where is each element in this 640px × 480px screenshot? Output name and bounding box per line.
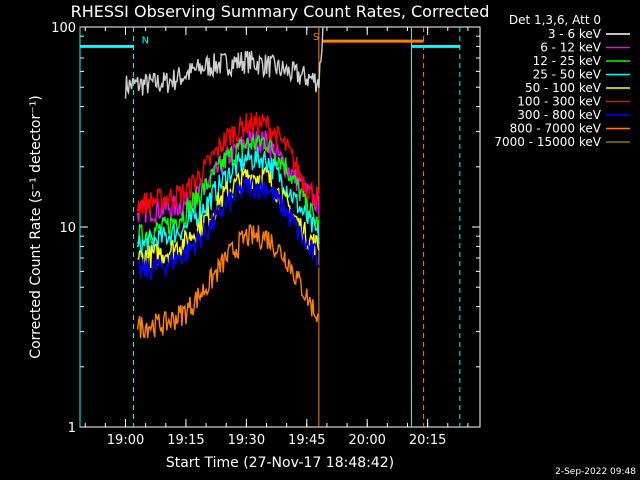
series-line — [136, 147, 320, 258]
legend-label: 300 - 800 keV — [517, 108, 601, 122]
x-tick-label: 20:00 — [348, 433, 385, 448]
y-tick-label: 100 — [51, 21, 76, 36]
series-line — [136, 131, 320, 248]
y-tick-label: 10 — [59, 221, 76, 236]
legend-label: 6 - 12 keV — [540, 41, 602, 55]
flag-label: S — [313, 32, 319, 43]
legend-header: Det 1,3,6, Att 0 — [509, 13, 601, 27]
flag-label: N — [142, 35, 149, 46]
plot-area: 1 10 100 19:00 19:15 19:30 19:45 20:00 20:15 N S — [51, 21, 481, 448]
legend-label: 50 - 100 keV — [525, 81, 602, 95]
legend-label: 800 - 7000 keV — [510, 122, 602, 136]
chart-title: RHESSI Observing Summary Count Rates, Co… — [71, 2, 490, 21]
x-tick-label: 19:15 — [167, 433, 204, 448]
legend-label: 3 - 6 keV — [548, 27, 602, 41]
y-axis-label: Corrected Count Rate (s⁻¹ detector⁻¹) — [28, 95, 44, 358]
x-tick-label: 20:15 — [409, 433, 446, 448]
legend-label: 25 - 50 keV — [533, 68, 602, 82]
x-tick-label: 19:00 — [107, 433, 144, 448]
series-line — [136, 224, 319, 339]
series-line — [136, 112, 320, 215]
series-line — [124, 27, 324, 99]
legend-label: 100 - 300 keV — [517, 95, 601, 109]
x-axis-label: Start Time (27-Nov-17 18:48:42) — [166, 455, 394, 471]
legend-label: 7000 - 15000 keV — [494, 135, 601, 149]
x-tick-label: 19:45 — [288, 433, 325, 448]
series-line — [137, 175, 320, 281]
x-tick-label: 19:30 — [228, 433, 265, 448]
footer-timestamp: 2-Sep-2022 09:48 — [555, 467, 636, 477]
y-tick-label: 1 — [68, 421, 76, 436]
legend-label: 12 - 25 keV — [533, 54, 602, 68]
